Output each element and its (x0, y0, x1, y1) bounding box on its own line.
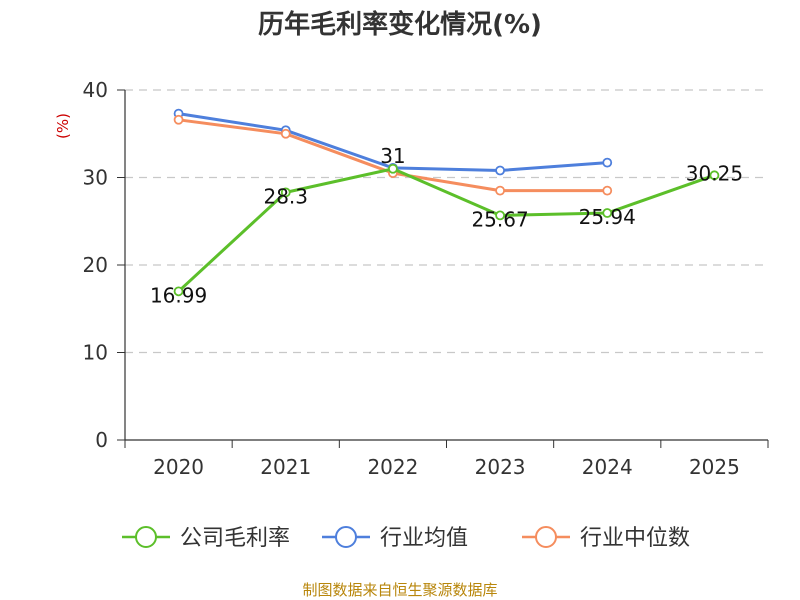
legend-label: 行业中位数 (580, 526, 690, 551)
data-label: 30.25 (686, 161, 743, 185)
legend-item[interactable]: 行业均值 (322, 526, 468, 551)
x-tick-label: 2024 (582, 455, 633, 479)
data-labels: 16.99 28.3 31 25.67 25.94 30.25 (150, 144, 743, 308)
x-tick-label: 2022 (367, 455, 418, 479)
x-tick-label: 2020 (153, 455, 204, 479)
legend[interactable]: 公司毛利率 行业均值 行业中位数 (122, 526, 690, 551)
legend-item[interactable]: 行业中位数 (522, 526, 690, 551)
axes (117, 89, 769, 448)
legend-label: 行业均值 (380, 526, 468, 551)
data-label: 31 (380, 144, 405, 168)
data-label: 25.94 (579, 205, 636, 229)
y-tick-label: 30 (83, 166, 108, 190)
legend-item[interactable]: 公司毛利率 (122, 526, 290, 551)
series-line-0 (177, 167, 715, 293)
data-point[interactable] (173, 114, 184, 125)
data-point[interactable] (495, 210, 505, 221)
data-point[interactable] (709, 170, 720, 181)
x-tick-label: 2023 (475, 455, 526, 479)
y-tick-label: 40 (83, 78, 108, 102)
y-tick-label: 0 (95, 428, 108, 452)
data-point[interactable] (280, 187, 291, 198)
y-tick-label: 20 (83, 253, 108, 277)
data-point[interactable] (388, 163, 398, 174)
x-tick-label: 2021 (260, 455, 311, 479)
data-point[interactable] (173, 286, 184, 297)
data-label: 25.67 (471, 207, 528, 231)
legend-marker (535, 526, 557, 548)
data-label: 28.3 (263, 184, 308, 208)
source-note: 制图数据来自恒生聚源数据库 (302, 581, 497, 599)
tick-labels: 0 10 20 30 40 2020 2021 2022 2023 2024 2025 (83, 78, 740, 479)
data-point[interactable] (495, 185, 505, 196)
data-label: 16.99 (150, 283, 207, 307)
y-axis-unit: (%) (54, 113, 72, 139)
chart-title: 历年毛利率变化情况(%) (258, 9, 542, 40)
series-group (173, 108, 720, 297)
data-point[interactable] (602, 208, 613, 218)
x-tick-label: 2025 (689, 455, 740, 479)
data-point[interactable] (280, 128, 291, 139)
gridlines (125, 89, 768, 354)
legend-marker (135, 526, 157, 548)
legend-label: 公司毛利率 (180, 526, 290, 551)
data-point[interactable] (602, 185, 613, 196)
data-point[interactable] (602, 157, 613, 168)
y-tick-label: 10 (83, 341, 108, 365)
data-point[interactable] (495, 165, 505, 176)
legend-marker (335, 526, 357, 548)
